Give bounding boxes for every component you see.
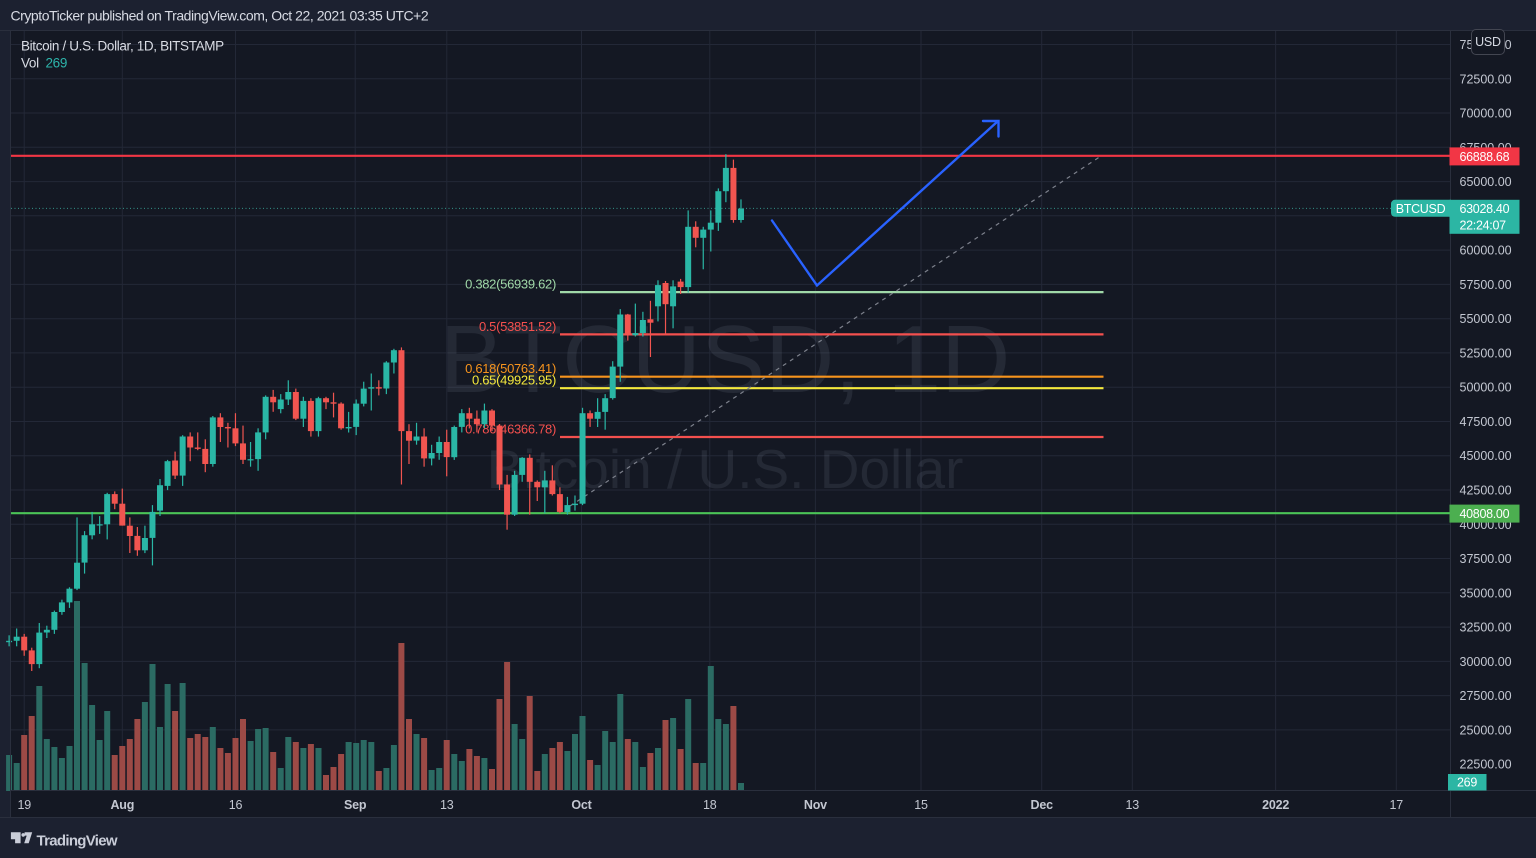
svg-text:Dec: Dec (1031, 798, 1054, 812)
svg-text:22500.00: 22500.00 (1460, 758, 1512, 772)
svg-text:57500.00: 57500.00 (1460, 278, 1512, 292)
svg-text:47500.00: 47500.00 (1460, 415, 1512, 429)
svg-text:19: 19 (17, 798, 31, 812)
svg-text:13: 13 (1126, 798, 1140, 812)
svg-text:0.786(46366.78): 0.786(46366.78) (465, 422, 556, 437)
svg-text:42500.00: 42500.00 (1460, 484, 1512, 498)
svg-text:35000.00: 35000.00 (1460, 586, 1512, 600)
svg-text:Sep: Sep (344, 798, 367, 812)
svg-text:72500.00: 72500.00 (1460, 72, 1512, 86)
svg-text:55000.00: 55000.00 (1460, 312, 1512, 326)
svg-text:18: 18 (703, 798, 717, 812)
svg-text:27500.00: 27500.00 (1460, 689, 1512, 703)
svg-text:37500.00: 37500.00 (1460, 552, 1512, 566)
svg-text:BTCUSD: BTCUSD (1396, 202, 1446, 216)
svg-text:USD: USD (1475, 35, 1501, 49)
svg-text:0.65(49925.95): 0.65(49925.95) (472, 373, 556, 388)
svg-text:45000.00: 45000.00 (1460, 449, 1512, 463)
svg-text:17: 17 (1390, 798, 1404, 812)
svg-text:0.618(50763.41): 0.618(50763.41) (465, 361, 556, 376)
svg-text:52500.00: 52500.00 (1460, 346, 1512, 360)
svg-text:32500.00: 32500.00 (1460, 621, 1512, 635)
svg-text:BTCUSD, 1D: BTCUSD, 1D (440, 306, 1011, 413)
svg-text:40808.00: 40808.00 (1460, 507, 1510, 521)
svg-text:0.5(53851.52): 0.5(53851.52) (479, 319, 556, 334)
svg-text:30000.00: 30000.00 (1460, 655, 1512, 669)
svg-text:65000.00: 65000.00 (1460, 175, 1512, 189)
svg-text:25000.00: 25000.00 (1460, 723, 1512, 737)
svg-text:Nov: Nov (804, 798, 827, 812)
svg-text:15: 15 (914, 798, 928, 812)
svg-text:Aug: Aug (110, 798, 134, 812)
svg-text:Bitcoin / U.S. Dollar, 1D, BIT: Bitcoin / U.S. Dollar, 1D, BITSTAMP (21, 39, 224, 54)
svg-text:2022: 2022 (1262, 798, 1289, 812)
svg-text:269: 269 (1457, 776, 1477, 790)
svg-text:16: 16 (229, 798, 243, 812)
svg-text:269: 269 (46, 56, 67, 71)
svg-text:0.382(56939.62): 0.382(56939.62) (465, 277, 556, 292)
svg-text:13: 13 (440, 798, 454, 812)
svg-text:Bitcoin / U.S. Dollar: Bitcoin / U.S. Dollar (487, 438, 964, 500)
svg-text:TradingView: TradingView (37, 833, 118, 850)
svg-text:63028.40: 63028.40 (1460, 202, 1510, 216)
svg-text:66888.68: 66888.68 (1460, 150, 1510, 164)
svg-text:22:24:07: 22:24:07 (1460, 218, 1507, 232)
svg-text:60000.00: 60000.00 (1460, 244, 1512, 258)
svg-text:Oct: Oct (571, 798, 592, 812)
svg-text:50000.00: 50000.00 (1460, 381, 1512, 395)
svg-text:CryptoTicker published on Trad: CryptoTicker published on TradingView.co… (11, 8, 429, 24)
svg-text:70000.00: 70000.00 (1460, 107, 1512, 121)
svg-text:Vol: Vol (21, 56, 39, 71)
